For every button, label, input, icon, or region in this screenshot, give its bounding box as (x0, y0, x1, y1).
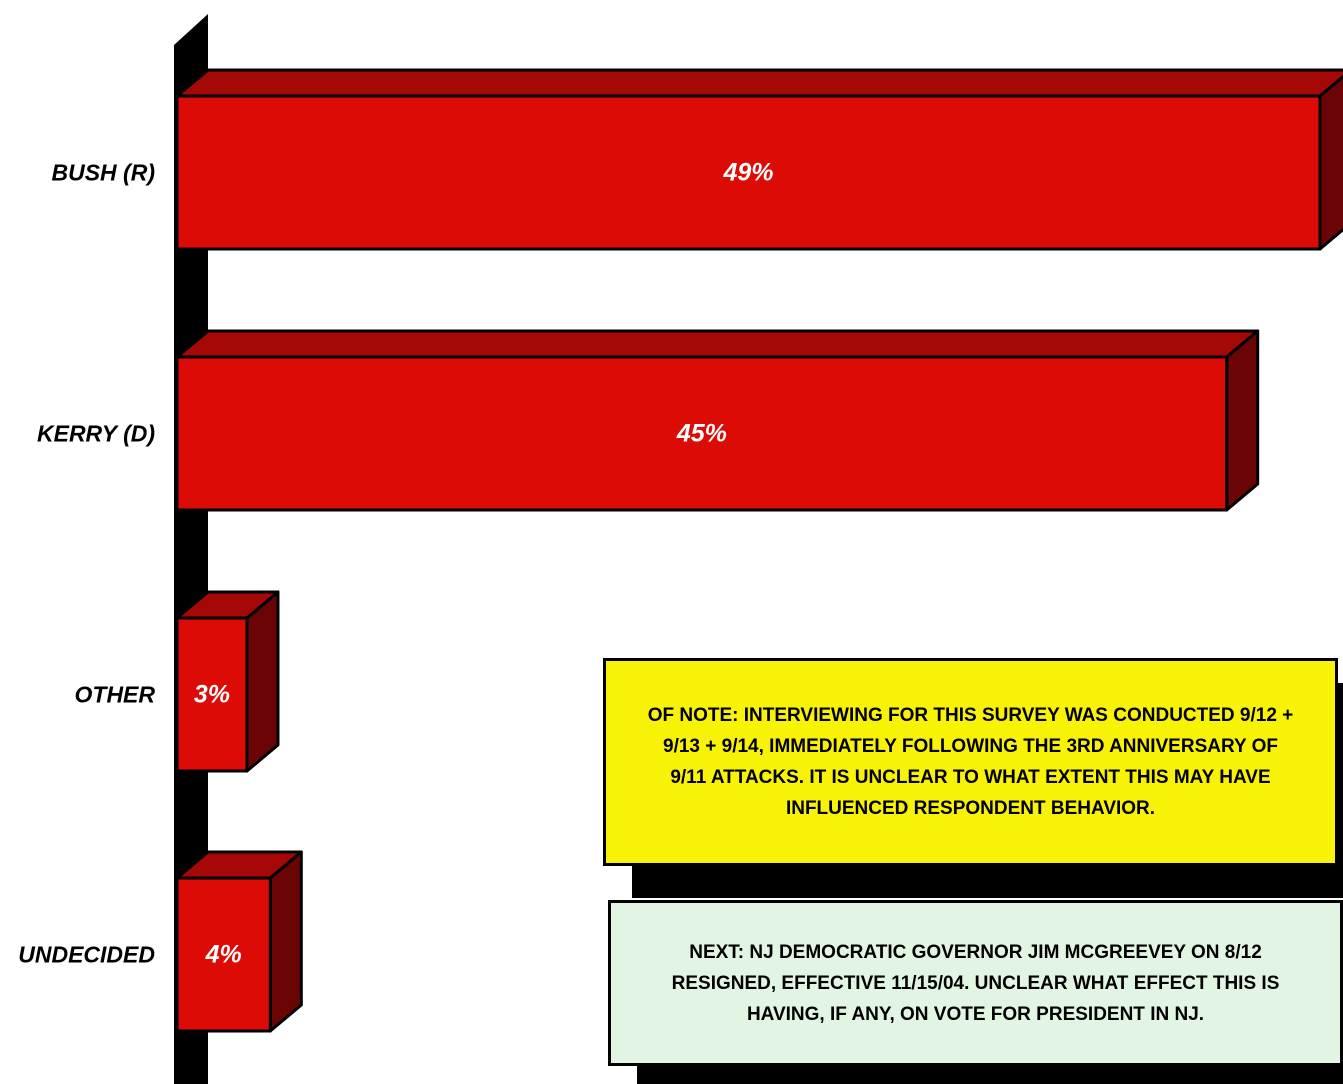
bar-bush-r (175, 94, 1322, 251)
value-label-bush-r: 49% (722, 159, 773, 187)
bar-top-kerry-d (175, 329, 1260, 359)
bar-side-undecided (268, 850, 303, 1033)
bars-group: 49% BUSH (R) 45% KERRY (D) 3% OTHER 4% UNDECIDE… (18, 68, 1343, 1033)
bar-undecided (175, 876, 272, 1033)
bar-kerry-d (175, 355, 1229, 512)
axis-wall (174, 14, 208, 1084)
category-label-undecided: UNDECIDED (18, 942, 155, 968)
value-label-kerry-d: 45% (676, 420, 727, 448)
bar-top-bush-r (175, 68, 1343, 98)
bar-side-bush-r (1318, 74, 1343, 251)
mcgreevey-note-text: NEXT: NJ DEMOCRATIC GOVERNOR JIM MCGREEV… (671, 941, 1280, 1025)
category-label-kerry-d: KERRY (D) (37, 421, 155, 447)
mcgreevey-note-box: NEXT: NJ DEMOCRATIC GOVERNOR JIM MCGREEV… (608, 900, 1343, 1066)
survey-note-box: OF NOTE: INTERVIEWING FOR THIS SURVEY WA… (603, 658, 1338, 866)
category-label-other: OTHER (75, 682, 156, 708)
bar-side-kerry-d (1225, 329, 1260, 512)
category-label-bush-r: BUSH (R) (52, 160, 156, 186)
value-label-other: 3% (194, 681, 230, 709)
bar-side-other (245, 590, 280, 773)
survey-note-text: OF NOTE: INTERVIEWING FOR THIS SURVEY WA… (647, 705, 1294, 819)
bar-other (175, 616, 249, 773)
value-label-undecided: 4% (205, 941, 242, 969)
